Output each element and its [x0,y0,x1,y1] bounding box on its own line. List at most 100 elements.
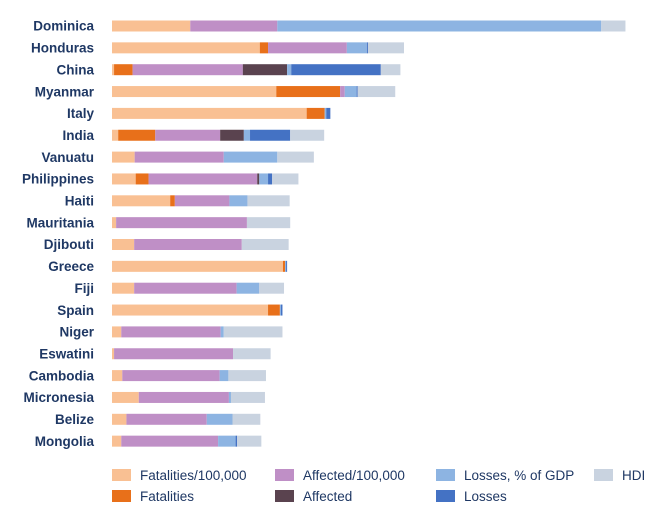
bar-philippines-affected [257,173,260,185]
bar-fiji-losses-of-gdp [236,282,260,294]
bar-mauritania-hdi [246,217,291,229]
legend-label-hdi: HDI [622,468,645,483]
bar-haiti-affected-100-000 [174,195,230,207]
bar-micronesia-hdi [230,391,265,403]
bar-belize-affected-100-000 [126,413,207,425]
bar-myanmar-hdi [357,86,396,98]
bar-vanuatu-affected-100-000 [134,151,224,163]
bar-china-fatalities-100-000 [112,64,115,76]
country-label-mongolia: Mongolia [35,434,95,449]
bar-niger-hdi [223,326,283,338]
bar-djibouti-hdi [241,239,289,250]
country-label-greece: Greece [48,259,94,274]
legend-label-affected-100-000: Affected/100,000 [303,468,405,483]
bar-haiti-fatalities-100-000 [112,195,171,207]
legend-swatch-fatalities [112,490,131,502]
bar-myanmar-losses-of-gdp [344,86,357,98]
bar-philippines-hdi [272,173,299,185]
bar-greece-losses [286,260,288,272]
legend-swatch-affected [275,490,294,502]
bar-haiti-losses-of-gdp [229,195,248,207]
legend-swatch-losses [436,490,455,502]
bar-haiti-hdi [247,195,290,207]
bar-haiti-fatalities [170,195,175,207]
bar-mongolia-hdi [237,435,262,447]
bar-spain-fatalities-100-000 [112,304,269,316]
legend-label-affected: Affected [303,489,352,504]
country-label-myanmar: Myanmar [35,84,95,99]
bar-niger-losses-of-gdp [220,326,224,338]
bar-mongolia-affected-100-000 [121,435,219,447]
bar-myanmar-affected-100-000 [340,86,345,98]
bar-cambodia-fatalities-100-000 [112,370,123,382]
legend-swatch-affected-100-000 [275,469,294,481]
bar-myanmar-fatalities [276,86,341,98]
legend-label-losses: Losses [464,489,507,504]
country-label-eswatini: Eswatini [39,346,94,361]
bar-micronesia-fatalities-100-000 [112,391,139,403]
bar-italy-fatalities-100-000 [112,107,307,119]
bar-vanuatu-fatalities-100-000 [112,151,135,163]
bar-myanmar-losses [356,86,358,98]
country-label-mauritania: Mauritania [26,215,94,230]
bar-micronesia-affected-100-000 [138,391,229,403]
bar-italy-losses-of-gdp [324,107,327,119]
bar-honduras-fatalities-100-000 [112,42,260,54]
bar-china-hdi [380,64,401,76]
bar-cambodia-hdi [228,370,266,382]
country-label-haiti: Haiti [65,194,94,209]
bar-belize-fatalities-100-000 [112,413,127,425]
bar-india-losses-of-gdp [243,129,251,141]
bar-djibouti-affected-100-000 [134,239,242,250]
bar-niger-affected-100-000 [121,326,221,338]
bar-india-hdi [290,129,325,141]
bar-honduras-losses [366,42,368,54]
bar-philippines-fatalities-100-000 [112,173,136,185]
bar-honduras-losses-of-gdp [346,42,367,54]
bar-djibouti-fatalities-100-000 [112,239,135,250]
bar-china-losses [291,64,381,76]
legend-label-losses-of-gdp: Losses, % of GDP [464,468,574,483]
bar-honduras-fatalities [259,42,269,54]
country-label-fiji: Fiji [75,281,95,296]
bar-vanuatu-losses-of-gdp [223,151,278,163]
country-label-belize: Belize [55,412,95,427]
bars [112,20,626,447]
bar-micronesia-losses-of-gdp [228,391,231,403]
country-label-italy: Italy [67,106,95,121]
bar-fiji-affected-100-000 [134,282,237,294]
country-label-dominica: Dominica [33,19,94,34]
bar-vanuatu-hdi [277,151,314,163]
bar-greece-losses-of-gdp [285,260,287,272]
bar-fiji-hdi [259,282,285,294]
bar-philippines-affected-100-000 [148,173,258,185]
bar-cambodia-losses-of-gdp [219,370,229,382]
bar-india-affected [220,129,244,141]
bar-philippines-fatalities [135,173,149,185]
bar-eswatini-fatalities-100-000 [112,348,115,360]
bar-italy-fatalities [306,107,325,119]
bar-dominica-losses-of-gdp [277,20,602,32]
bar-fiji-fatalities-100-000 [112,282,135,294]
legend-swatch-hdi [594,469,613,481]
bar-china-affected [242,64,288,76]
bar-italy-losses [326,107,331,119]
bar-eswatini-hdi [233,348,271,360]
bar-china-losses-of-gdp [287,64,292,76]
bar-greece-fatalities-100-000 [112,260,283,272]
country-label-djibouti: Djibouti [44,237,94,252]
bar-spain-losses [280,304,283,316]
legend-swatch-fatalities-100-000 [112,469,131,481]
bar-spain-fatalities [268,304,280,316]
bar-niger-fatalities-100-000 [112,326,122,338]
bar-china-fatalities [114,64,133,76]
bar-spain-losses-of-gdp [279,304,281,316]
country-label-china: China [56,62,94,77]
bar-myanmar-fatalities-100-000 [112,86,277,98]
legend: Fatalities/100,000 Affected/100,000 Losses… [112,468,645,504]
bar-dominica-hdi [601,20,626,32]
country-label-honduras: Honduras [31,41,94,56]
bar-mongolia-losses [235,435,238,447]
bar-india-losses [250,129,291,141]
